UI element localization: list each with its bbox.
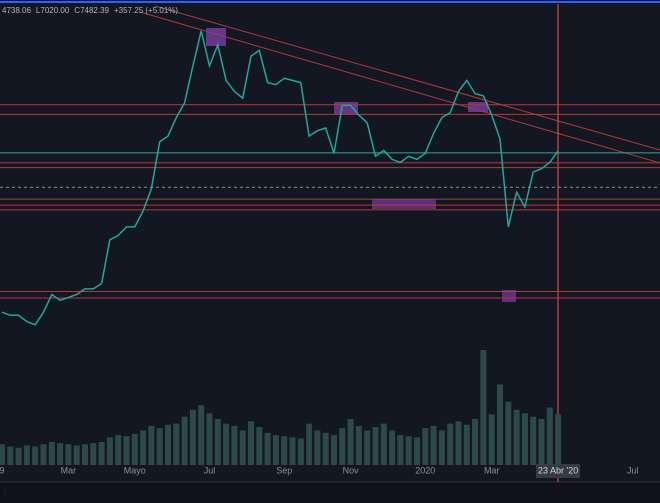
- volume-bar: [223, 423, 230, 465]
- footer-mark: ⁞: [4, 490, 6, 497]
- volume-bar: [123, 436, 130, 465]
- volume-bar: [40, 444, 47, 465]
- x-tick-label: Mar: [484, 465, 500, 475]
- price-line: [1, 30, 559, 326]
- header-value: L7020.00: [36, 6, 70, 15]
- x-tick-label: Jul: [204, 465, 216, 475]
- volume-bar: [131, 433, 138, 465]
- volume-bar: [281, 436, 288, 465]
- volume-bar: [231, 425, 238, 465]
- header-value: +357.25 (+5.01%): [114, 6, 178, 15]
- volume-bar: [430, 425, 437, 465]
- volume-bar: [156, 428, 163, 465]
- volume-bar: [355, 425, 362, 465]
- volume-bar: [173, 423, 180, 465]
- volume-bar: [306, 423, 313, 465]
- volume-bar: [98, 442, 105, 465]
- volume-bar: [331, 435, 337, 465]
- volume-bar: [82, 444, 88, 465]
- volume-bar: [73, 445, 80, 465]
- volume-bar: [372, 427, 379, 465]
- x-tick-label: Mar: [61, 465, 77, 475]
- volume-bar: [106, 437, 113, 465]
- volume-bar: [538, 419, 545, 465]
- volume-bar: [322, 432, 329, 465]
- volume-bar: [248, 421, 254, 465]
- volume-bar: [530, 416, 537, 465]
- volume-bar: [397, 435, 404, 465]
- highlight-box: [468, 102, 488, 112]
- volume-bar: [463, 424, 470, 465]
- bottom-bar: [0, 482, 660, 503]
- volume-bar: [65, 444, 72, 465]
- header-value: 4738.06: [2, 6, 31, 15]
- x-tick-label: 9: [0, 465, 5, 475]
- volume-bar: [505, 401, 512, 465]
- volume-bar: [32, 446, 39, 465]
- volume-bar: [140, 430, 147, 465]
- volume-bar: [48, 442, 55, 465]
- volume-bar: [57, 443, 64, 465]
- volume-bar: [90, 443, 97, 465]
- volume-bar: [198, 405, 205, 465]
- highlight-box: [206, 28, 226, 46]
- volume-bar: [488, 414, 495, 465]
- volume-bar: [447, 423, 454, 465]
- crosshair-label-box: [536, 464, 580, 478]
- volume-bar: [297, 438, 304, 465]
- volume-bar: [189, 409, 196, 465]
- volume-bar: [405, 436, 412, 465]
- volume-bar: [380, 423, 387, 465]
- trendline: [154, 5, 660, 151]
- volume-bar: [272, 435, 279, 465]
- volume-bar: [521, 413, 528, 465]
- volume-bar: [480, 350, 487, 465]
- volume-bar: [256, 427, 263, 465]
- volume-bar: [15, 447, 22, 465]
- volume-bar: [23, 445, 30, 465]
- volume-bar: [555, 414, 562, 465]
- volume-bar: [472, 419, 479, 465]
- x-tick-label: Nov: [343, 465, 360, 475]
- volume-bar: [339, 428, 346, 465]
- volume-bar: [239, 430, 246, 465]
- volume-bar: [264, 432, 271, 465]
- header-value: C7482.39: [74, 6, 109, 15]
- volume-bar: [165, 424, 171, 465]
- volume-bar: [206, 413, 213, 465]
- volume-bar: [7, 446, 14, 465]
- highlight-box: [372, 199, 436, 209]
- volume-bar: [422, 428, 429, 465]
- volume-bar: [347, 419, 354, 465]
- volume-bar: [497, 384, 503, 465]
- volume-bar: [181, 416, 188, 465]
- x-tick-label: 23 Abr '20: [538, 465, 578, 475]
- volume-bar: [546, 407, 553, 465]
- x-tick-label: 2020: [415, 465, 435, 475]
- volume-bar: [0, 444, 5, 465]
- volume-bar: [314, 430, 321, 465]
- volume-bar: [289, 437, 296, 465]
- volume-bar: [389, 430, 396, 465]
- highlight-box: [334, 102, 358, 114]
- volume-bar: [513, 409, 520, 465]
- trendline: [139, 11, 660, 164]
- volume-bar: [214, 419, 221, 465]
- x-tick-label: Mayo: [124, 465, 146, 475]
- volume-bar: [148, 425, 155, 465]
- highlight-box: [502, 290, 516, 302]
- x-tick-label: Jul: [627, 465, 639, 475]
- volume-bar: [364, 430, 371, 465]
- volume-bar: [115, 435, 122, 465]
- volume-bar: [438, 430, 445, 465]
- x-tick-label: Sep: [276, 465, 292, 475]
- volume-bar: [455, 421, 462, 465]
- volume-bar: [414, 437, 420, 465]
